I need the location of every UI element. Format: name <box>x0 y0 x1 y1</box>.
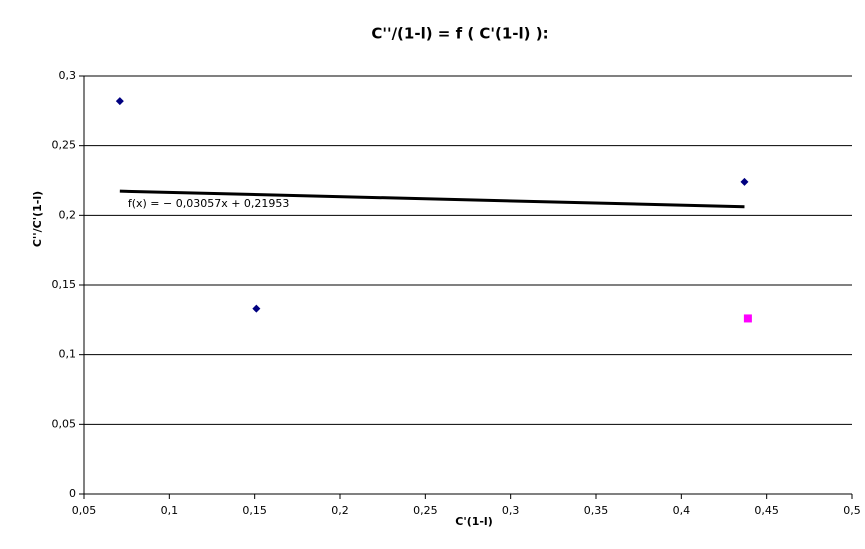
point <box>115 97 124 106</box>
y-tick-label: 0,25 <box>52 139 77 152</box>
y-axis-title: C''/C'(1-l) <box>31 191 44 247</box>
y-tick-label: 0,15 <box>52 278 77 291</box>
x-tick-label: 0,45 <box>754 504 779 517</box>
y-tick-label: 0,2 <box>59 208 77 221</box>
x-tick-label: 0,35 <box>584 504 609 517</box>
y-tick-label: 0,05 <box>52 417 77 430</box>
point <box>252 304 261 313</box>
x-tick-label: 0,5 <box>843 504 861 517</box>
x-tick-label: 0,2 <box>331 504 349 517</box>
trendline-label: f(x) = − 0,03057x + 0,21953 <box>128 197 290 210</box>
x-axis-title: C'(1-l) <box>455 515 493 528</box>
point <box>743 314 752 323</box>
x-tick-label: 0,1 <box>161 504 179 517</box>
chart-title: C''/(1-l) = f ( C'(1-l) ): <box>371 25 548 43</box>
trendline <box>119 189 745 209</box>
x-tick-label: 0,15 <box>242 504 267 517</box>
x-tick-label: 0,25 <box>413 504 438 517</box>
y-tick-label: 0,1 <box>59 348 77 361</box>
y-tick-label: 0,3 <box>59 69 77 82</box>
y-tick-label: 0 <box>69 487 76 500</box>
point <box>740 177 749 186</box>
x-tick-label: 0,4 <box>673 504 691 517</box>
x-tick-label: 0,05 <box>72 504 97 517</box>
x-tick-label: 0,3 <box>502 504 520 517</box>
